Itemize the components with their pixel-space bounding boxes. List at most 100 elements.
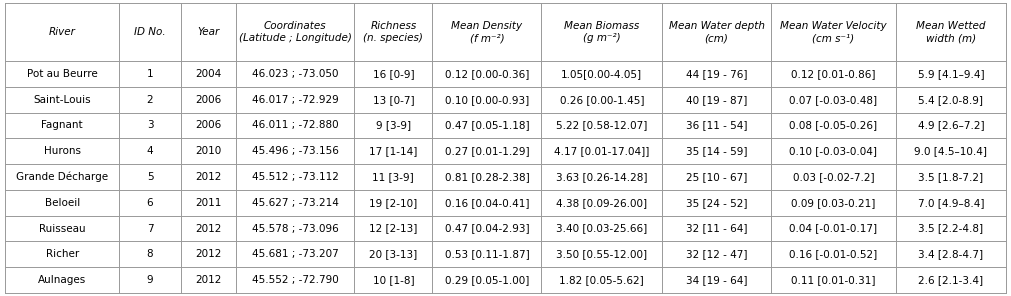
Text: 9 [3-9]: 9 [3-9] xyxy=(376,120,410,131)
Text: 4.9 [2.6–7.2]: 4.9 [2.6–7.2] xyxy=(918,120,985,131)
Text: 0.03 [-0.02-7.2]: 0.03 [-0.02-7.2] xyxy=(793,172,875,182)
Text: Pot au Beurre: Pot au Beurre xyxy=(27,69,98,79)
Text: 1.82 [0.05-5.62]: 1.82 [0.05-5.62] xyxy=(559,275,644,285)
Text: ID No.: ID No. xyxy=(134,27,166,37)
Text: Mean Wetted
width (m): Mean Wetted width (m) xyxy=(916,20,986,44)
Text: 0.04 [-0.01-0.17]: 0.04 [-0.01-0.17] xyxy=(790,223,878,234)
Text: 4: 4 xyxy=(147,146,154,156)
Text: 16 [0-9]: 16 [0-9] xyxy=(372,69,415,79)
Text: 8: 8 xyxy=(147,249,154,259)
Text: 3.5 [1.8-7.2]: 3.5 [1.8-7.2] xyxy=(918,172,984,182)
Text: 2010: 2010 xyxy=(195,146,221,156)
Text: 35 [24 - 52]: 35 [24 - 52] xyxy=(685,198,747,208)
Text: 0.12 [0.01-0.86]: 0.12 [0.01-0.86] xyxy=(792,69,876,79)
Text: 3.50 [0.55-12.00]: 3.50 [0.55-12.00] xyxy=(556,249,647,259)
Text: 0.29 [0.05-1.00]: 0.29 [0.05-1.00] xyxy=(445,275,529,285)
Text: 2012: 2012 xyxy=(195,275,221,285)
Text: Mean Water Velocity
(cm s⁻¹): Mean Water Velocity (cm s⁻¹) xyxy=(780,20,887,44)
Text: 0.12 [0.00-0.36]: 0.12 [0.00-0.36] xyxy=(445,69,529,79)
Text: Fagnant: Fagnant xyxy=(41,120,83,131)
Text: 0.81 [0.28-2.38]: 0.81 [0.28-2.38] xyxy=(445,172,530,182)
Text: Beloeil: Beloeil xyxy=(44,198,80,208)
Text: 2006: 2006 xyxy=(195,95,221,105)
Text: 44 [19 - 76]: 44 [19 - 76] xyxy=(685,69,747,79)
Text: Richness
(n. species): Richness (n. species) xyxy=(363,20,424,44)
Text: 0.27 [0.01-1.29]: 0.27 [0.01-1.29] xyxy=(445,146,530,156)
Text: 2004: 2004 xyxy=(195,69,221,79)
Text: 0.16 [0.04-0.41]: 0.16 [0.04-0.41] xyxy=(445,198,529,208)
Text: 3: 3 xyxy=(147,120,154,131)
Text: 1.05[0.00-4.05]: 1.05[0.00-4.05] xyxy=(561,69,642,79)
Text: 3.5 [2.2-4.8]: 3.5 [2.2-4.8] xyxy=(918,223,984,234)
Text: Mean Density
(f m⁻²): Mean Density (f m⁻²) xyxy=(452,20,523,44)
Text: 0.08 [-0.05-0.26]: 0.08 [-0.05-0.26] xyxy=(790,120,878,131)
Text: 9: 9 xyxy=(147,275,154,285)
Text: 2012: 2012 xyxy=(195,223,221,234)
Text: Year: Year xyxy=(197,27,219,37)
Text: 13 [0-7]: 13 [0-7] xyxy=(372,95,415,105)
Text: 45.512 ; -73.112: 45.512 ; -73.112 xyxy=(252,172,339,182)
Text: 2011: 2011 xyxy=(195,198,221,208)
Text: 34 [19 - 64]: 34 [19 - 64] xyxy=(685,275,747,285)
Text: 0.11 [0.01-0.31]: 0.11 [0.01-0.31] xyxy=(792,275,876,285)
Text: 35 [14 - 59]: 35 [14 - 59] xyxy=(685,146,747,156)
Text: Grande Décharge: Grande Décharge xyxy=(16,172,108,182)
Text: 46.023 ; -73.050: 46.023 ; -73.050 xyxy=(252,69,339,79)
Text: 7.0 [4.9–8.4]: 7.0 [4.9–8.4] xyxy=(918,198,984,208)
Text: 5: 5 xyxy=(147,172,154,182)
Text: 20 [3-13]: 20 [3-13] xyxy=(369,249,418,259)
Text: Mean Water depth
(cm): Mean Water depth (cm) xyxy=(668,20,764,44)
Text: Mean Biomass
(g m⁻²): Mean Biomass (g m⁻²) xyxy=(564,20,639,44)
Text: 11 [3-9]: 11 [3-9] xyxy=(372,172,415,182)
Text: 2012: 2012 xyxy=(195,172,221,182)
Text: 45.578 ; -73.096: 45.578 ; -73.096 xyxy=(252,223,339,234)
Text: 19 [2-10]: 19 [2-10] xyxy=(369,198,418,208)
Text: 0.16 [-0.01-0.52]: 0.16 [-0.01-0.52] xyxy=(790,249,878,259)
Text: 40 [19 - 87]: 40 [19 - 87] xyxy=(685,95,747,105)
Text: 2012: 2012 xyxy=(195,249,221,259)
Text: 0.47 [0.05-1.18]: 0.47 [0.05-1.18] xyxy=(445,120,530,131)
Text: 0.07 [-0.03-0.48]: 0.07 [-0.03-0.48] xyxy=(790,95,878,105)
Text: 45.681 ; -73.207: 45.681 ; -73.207 xyxy=(252,249,339,259)
Text: River: River xyxy=(49,27,76,37)
Text: 4.17 [0.01-17.04]]: 4.17 [0.01-17.04]] xyxy=(554,146,649,156)
Text: 4.38 [0.09-26.00]: 4.38 [0.09-26.00] xyxy=(556,198,647,208)
Text: 5.22 [0.58-12.07]: 5.22 [0.58-12.07] xyxy=(556,120,647,131)
Text: 10 [1-8]: 10 [1-8] xyxy=(372,275,415,285)
Text: Richer: Richer xyxy=(45,249,79,259)
Text: 9.0 [4.5–10.4]: 9.0 [4.5–10.4] xyxy=(914,146,988,156)
Text: 0.10 [-0.03-0.04]: 0.10 [-0.03-0.04] xyxy=(790,146,878,156)
Text: Ruisseau: Ruisseau xyxy=(38,223,86,234)
Text: 3.63 [0.26-14.28]: 3.63 [0.26-14.28] xyxy=(556,172,647,182)
Text: 5.4 [2.0-8.9]: 5.4 [2.0-8.9] xyxy=(918,95,984,105)
Text: 6: 6 xyxy=(147,198,154,208)
Text: 7: 7 xyxy=(147,223,154,234)
Text: 2: 2 xyxy=(147,95,154,105)
Text: 3.40 [0.03-25.66]: 3.40 [0.03-25.66] xyxy=(556,223,647,234)
Text: 1: 1 xyxy=(147,69,154,79)
Text: Coordinates
(Latitude ; Longitude): Coordinates (Latitude ; Longitude) xyxy=(239,20,352,44)
Text: 45.552 ; -72.790: 45.552 ; -72.790 xyxy=(252,275,339,285)
Text: 45.496 ; -73.156: 45.496 ; -73.156 xyxy=(252,146,339,156)
Text: 0.10 [0.00-0.93]: 0.10 [0.00-0.93] xyxy=(445,95,529,105)
Text: 46.017 ; -72.929: 46.017 ; -72.929 xyxy=(252,95,339,105)
Text: 12 [2-13]: 12 [2-13] xyxy=(369,223,418,234)
Text: 17 [1-14]: 17 [1-14] xyxy=(369,146,418,156)
Text: 32 [12 - 47]: 32 [12 - 47] xyxy=(685,249,747,259)
Text: 46.011 ; -72.880: 46.011 ; -72.880 xyxy=(252,120,339,131)
Text: 0.47 [0.04-2.93]: 0.47 [0.04-2.93] xyxy=(445,223,530,234)
Text: 45.627 ; -73.214: 45.627 ; -73.214 xyxy=(252,198,339,208)
Text: 32 [11 - 64]: 32 [11 - 64] xyxy=(685,223,747,234)
Text: 0.26 [0.00-1.45]: 0.26 [0.00-1.45] xyxy=(559,95,644,105)
Text: 0.09 [0.03-0.21]: 0.09 [0.03-0.21] xyxy=(792,198,876,208)
Text: 2.6 [2.1-3.4]: 2.6 [2.1-3.4] xyxy=(918,275,984,285)
Text: Aulnages: Aulnages xyxy=(38,275,86,285)
Text: 3.4 [2.8-4.7]: 3.4 [2.8-4.7] xyxy=(918,249,984,259)
Text: 0.53 [0.11-1.87]: 0.53 [0.11-1.87] xyxy=(445,249,530,259)
Text: 25 [10 - 67]: 25 [10 - 67] xyxy=(685,172,747,182)
Text: 5.9 [4.1–9.4]: 5.9 [4.1–9.4] xyxy=(918,69,985,79)
Text: Hurons: Hurons xyxy=(43,146,81,156)
Text: Saint-Louis: Saint-Louis xyxy=(33,95,91,105)
Text: 2006: 2006 xyxy=(195,120,221,131)
Text: 36 [11 - 54]: 36 [11 - 54] xyxy=(685,120,747,131)
